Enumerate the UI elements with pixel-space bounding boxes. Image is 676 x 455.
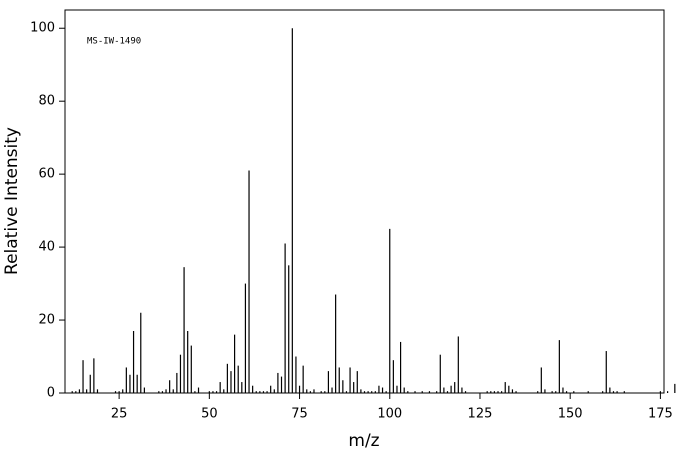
- y-tick-label: 60: [38, 167, 55, 182]
- x-tick-label: 25: [111, 407, 128, 422]
- y-tick-label: 80: [38, 94, 55, 109]
- x-tick-label: 125: [468, 407, 493, 422]
- y-axis-label: Relative Intensity: [2, 127, 22, 275]
- chart-title: MS-IW-1490: [87, 37, 141, 47]
- y-tick-label: 40: [38, 240, 55, 255]
- x-tick-label: 175: [648, 407, 673, 422]
- x-tick-label: 100: [377, 407, 402, 422]
- plot-frame: [64, 9, 665, 394]
- x-tick-label: 75: [291, 407, 308, 422]
- x-tick-label: 50: [201, 407, 218, 422]
- y-tick-label: 100: [30, 21, 55, 36]
- x-axis-label: m/z: [348, 431, 379, 451]
- y-tick-label: 20: [38, 313, 55, 328]
- y-tick-label: 0: [47, 386, 55, 401]
- x-tick-label: 150: [558, 407, 583, 422]
